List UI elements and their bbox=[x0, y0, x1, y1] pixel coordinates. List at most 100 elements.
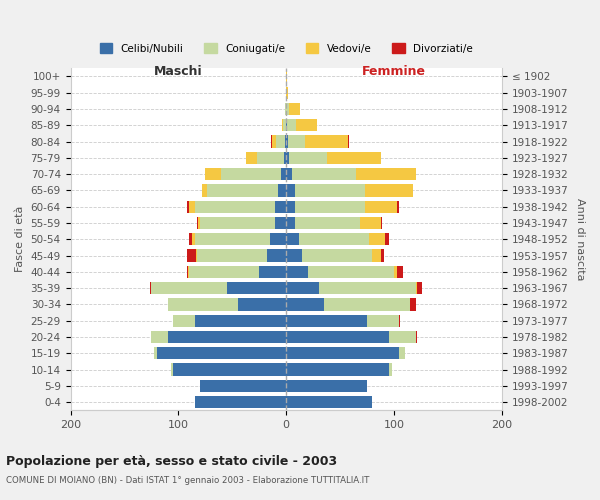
Bar bbox=[292, 168, 356, 180]
Bar bbox=[295, 200, 365, 213]
Bar bbox=[365, 184, 413, 196]
Bar bbox=[171, 364, 173, 376]
Bar bbox=[187, 266, 188, 278]
Bar bbox=[282, 119, 283, 132]
Bar bbox=[289, 136, 305, 147]
Bar bbox=[373, 250, 381, 262]
Text: Maschi: Maschi bbox=[154, 65, 203, 78]
Bar bbox=[173, 364, 286, 376]
Bar bbox=[283, 119, 286, 132]
Bar bbox=[284, 152, 286, 164]
Bar bbox=[208, 184, 278, 196]
Bar bbox=[285, 103, 286, 115]
Bar bbox=[187, 250, 196, 262]
Bar bbox=[397, 200, 400, 213]
Bar bbox=[286, 347, 400, 360]
Bar bbox=[327, 152, 381, 164]
Bar bbox=[197, 217, 198, 229]
Bar bbox=[200, 380, 286, 392]
Bar bbox=[381, 217, 382, 229]
Bar bbox=[286, 314, 367, 327]
Bar bbox=[299, 233, 369, 245]
Bar bbox=[193, 233, 194, 245]
Bar bbox=[281, 168, 286, 180]
Bar bbox=[271, 136, 272, 147]
Bar bbox=[270, 233, 286, 245]
Bar bbox=[359, 217, 381, 229]
Bar bbox=[385, 233, 389, 245]
Bar bbox=[286, 396, 373, 408]
Bar bbox=[200, 217, 275, 229]
Bar bbox=[275, 200, 286, 213]
Bar bbox=[246, 152, 257, 164]
Bar bbox=[389, 364, 392, 376]
Bar bbox=[285, 136, 286, 147]
Bar bbox=[286, 168, 292, 180]
Bar bbox=[295, 184, 365, 196]
Bar bbox=[272, 136, 277, 147]
Bar bbox=[365, 200, 397, 213]
Bar bbox=[286, 184, 295, 196]
Bar bbox=[367, 314, 400, 327]
Bar bbox=[286, 298, 324, 310]
Text: Popolazione per età, sesso e stato civile - 2003: Popolazione per età, sesso e stato civil… bbox=[6, 455, 337, 468]
Bar bbox=[189, 200, 194, 213]
Bar bbox=[167, 331, 286, 343]
Bar bbox=[286, 136, 289, 147]
Bar bbox=[302, 250, 373, 262]
Bar bbox=[410, 298, 416, 310]
Bar bbox=[286, 250, 302, 262]
Bar bbox=[356, 168, 416, 180]
Legend: Celibi/Nubili, Coniugati/e, Vedovi/e, Divorziati/e: Celibi/Nubili, Coniugati/e, Vedovi/e, Di… bbox=[95, 40, 477, 58]
Bar bbox=[187, 200, 189, 213]
Bar bbox=[286, 152, 289, 164]
Bar bbox=[286, 380, 367, 392]
Bar bbox=[267, 250, 286, 262]
Bar bbox=[295, 217, 359, 229]
Bar bbox=[286, 217, 295, 229]
Bar bbox=[286, 103, 289, 115]
Bar bbox=[319, 282, 416, 294]
Bar bbox=[381, 250, 385, 262]
Bar bbox=[151, 282, 227, 294]
Bar bbox=[347, 136, 349, 147]
Bar bbox=[196, 250, 197, 262]
Bar bbox=[308, 266, 394, 278]
Bar bbox=[194, 396, 286, 408]
Bar bbox=[277, 136, 285, 147]
Y-axis label: Anni di nascita: Anni di nascita bbox=[575, 198, 585, 280]
Bar bbox=[296, 119, 317, 132]
Bar bbox=[286, 331, 389, 343]
Bar bbox=[287, 119, 296, 132]
Bar bbox=[202, 184, 208, 196]
Bar bbox=[154, 347, 157, 360]
Bar bbox=[194, 233, 270, 245]
Bar bbox=[275, 217, 286, 229]
Bar bbox=[400, 347, 405, 360]
Text: COMUNE DI MOIANO (BN) - Dati ISTAT 1° gennaio 2003 - Elaborazione TUTTITALIA.IT: COMUNE DI MOIANO (BN) - Dati ISTAT 1° ge… bbox=[6, 476, 370, 485]
Bar bbox=[257, 152, 284, 164]
Bar bbox=[389, 331, 416, 343]
Bar bbox=[305, 136, 347, 147]
Y-axis label: Fasce di età: Fasce di età bbox=[15, 206, 25, 272]
Bar bbox=[286, 200, 295, 213]
Bar bbox=[189, 266, 259, 278]
Bar bbox=[194, 200, 275, 213]
Bar bbox=[157, 347, 286, 360]
Bar bbox=[198, 217, 200, 229]
Bar bbox=[151, 331, 167, 343]
Bar bbox=[286, 86, 289, 99]
Bar bbox=[278, 184, 286, 196]
Bar bbox=[167, 298, 238, 310]
Bar bbox=[286, 70, 287, 83]
Bar bbox=[286, 233, 299, 245]
Bar bbox=[416, 282, 422, 294]
Bar bbox=[394, 266, 397, 278]
Bar bbox=[197, 250, 267, 262]
Bar bbox=[286, 119, 287, 132]
Bar bbox=[286, 364, 389, 376]
Bar bbox=[173, 314, 194, 327]
Bar bbox=[227, 282, 286, 294]
Bar bbox=[369, 233, 385, 245]
Bar bbox=[221, 168, 281, 180]
